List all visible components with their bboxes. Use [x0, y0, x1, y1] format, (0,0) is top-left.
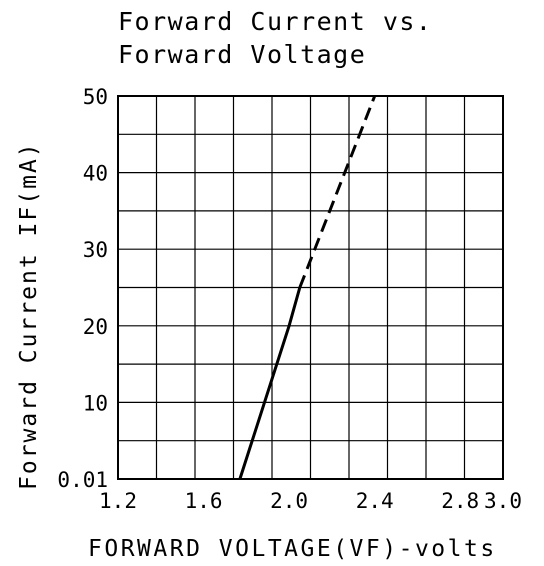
x-tick-label: 1.2: [99, 489, 137, 513]
chart-title: Forward Current vs. Forward Voltage: [118, 7, 432, 69]
x-tick-label: 3.0: [484, 489, 522, 513]
chart-title-line-2: Forward Voltage: [118, 40, 366, 69]
y-tick-labels: 0.01 10 20 30 40 50: [57, 85, 108, 492]
y-tick-label: 20: [83, 315, 108, 339]
x-tick-label: 2.4: [356, 489, 394, 513]
series-line-solid: [238, 287, 302, 480]
y-axis-label: Forward Current IF(mA): [16, 141, 42, 490]
series-line-dashed: [298, 95, 377, 289]
x-tick-label: 1.6: [185, 489, 223, 513]
y-tick-label: 40: [83, 162, 108, 186]
data-series: [238, 95, 377, 480]
y-tick-label: 0.01: [57, 468, 108, 492]
plot-frame: [117, 95, 504, 480]
y-tick-label: 30: [83, 238, 108, 262]
x-tick-label: 2.8: [441, 489, 479, 513]
x-tick-label: 2.0: [270, 489, 308, 513]
x-axis-label: FORWARD VOLTAGE(VF)-volts: [88, 536, 497, 562]
chart-title-line-1: Forward Current vs.: [118, 7, 432, 36]
y-tick-label: 50: [83, 85, 108, 109]
grid: [118, 96, 503, 479]
y-tick-label: 10: [83, 391, 108, 415]
x-tick-labels: 1.2 1.6 2.0 2.4 2.8 3.0: [99, 489, 522, 513]
